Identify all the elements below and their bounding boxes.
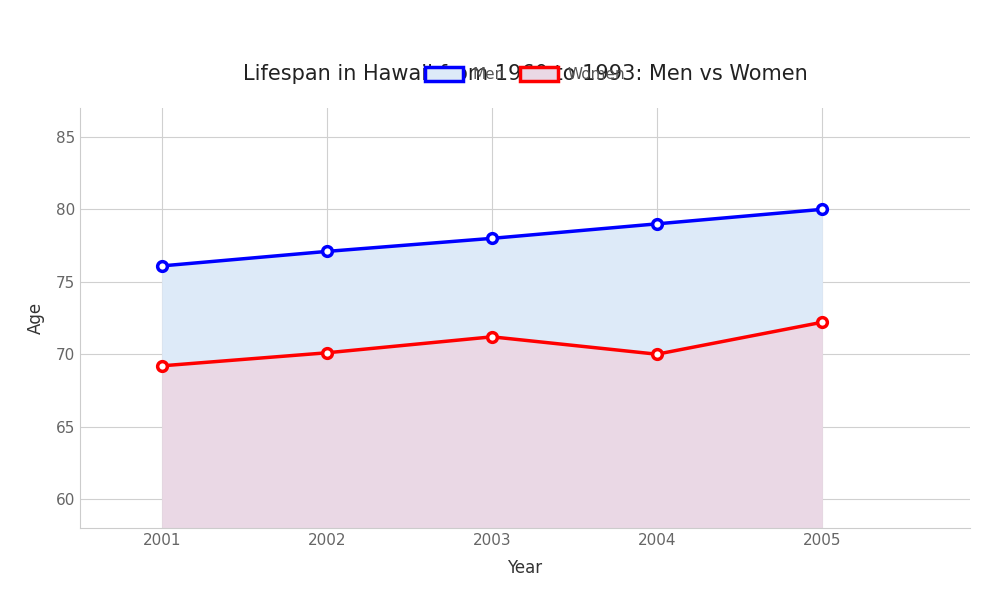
Title: Lifespan in Hawaii from 1960 to 1993: Men vs Women: Lifespan in Hawaii from 1960 to 1993: Me…: [243, 64, 807, 84]
Y-axis label: Age: Age: [27, 302, 45, 334]
X-axis label: Year: Year: [507, 559, 543, 577]
Legend: Men, Women: Men, Women: [419, 61, 631, 88]
